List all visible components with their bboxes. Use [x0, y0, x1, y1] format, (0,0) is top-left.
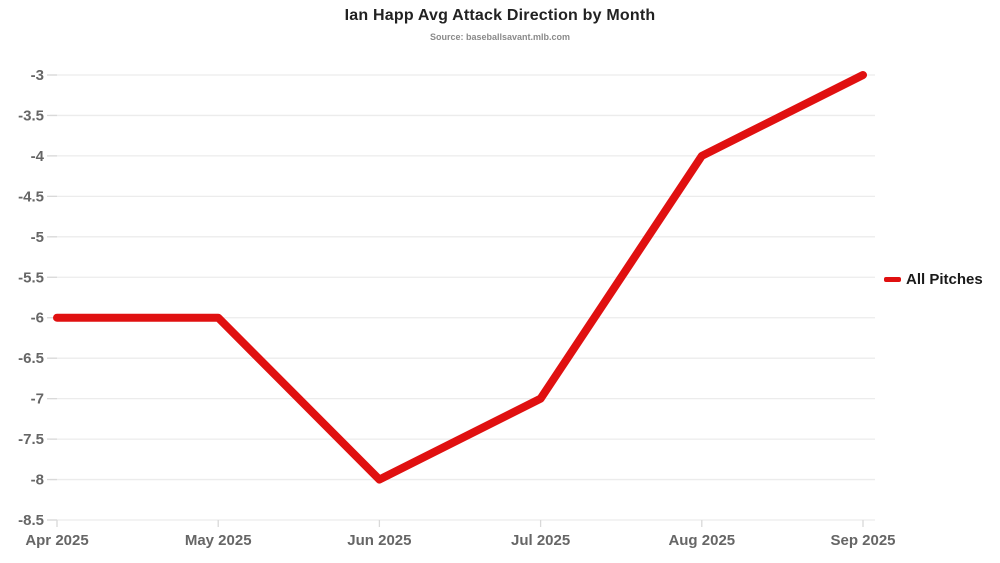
y-axis-label: -4.5: [18, 188, 44, 205]
y-axis-label: -6: [31, 310, 44, 327]
y-axis-label: -8: [31, 472, 44, 489]
y-axis-label: -7: [31, 391, 44, 408]
y-axis-label: -8.5: [18, 512, 44, 529]
legend-line-swatch-icon: [884, 277, 901, 282]
x-axis-label: Sep 2025: [830, 532, 895, 549]
chart-title: Ian Happ Avg Attack Direction by Month: [344, 7, 656, 24]
x-axis-label: May 2025: [185, 532, 252, 549]
legend-label: All Pitches: [906, 271, 983, 288]
y-axis-label: -3.5: [18, 107, 44, 124]
chart-subtitle: Source: baseballsavant.mlb.com: [429, 32, 571, 42]
y-axis-label: -5: [31, 229, 44, 246]
x-axis-label: Aug 2025: [668, 532, 735, 549]
x-axis-label: Jul 2025: [511, 532, 570, 549]
y-axis-label: -6.5: [18, 350, 44, 367]
x-axis-label: Jun 2025: [347, 532, 411, 549]
y-axis-label: -4: [31, 148, 45, 165]
y-axis-label: -5.5: [18, 269, 44, 286]
x-axis-label: Apr 2025: [25, 532, 88, 549]
y-axis-label: -3: [31, 67, 44, 84]
legend: All Pitches: [884, 271, 983, 288]
series-line-all-pitches: [53, 71, 867, 484]
y-axis-label: -7.5: [18, 431, 44, 448]
